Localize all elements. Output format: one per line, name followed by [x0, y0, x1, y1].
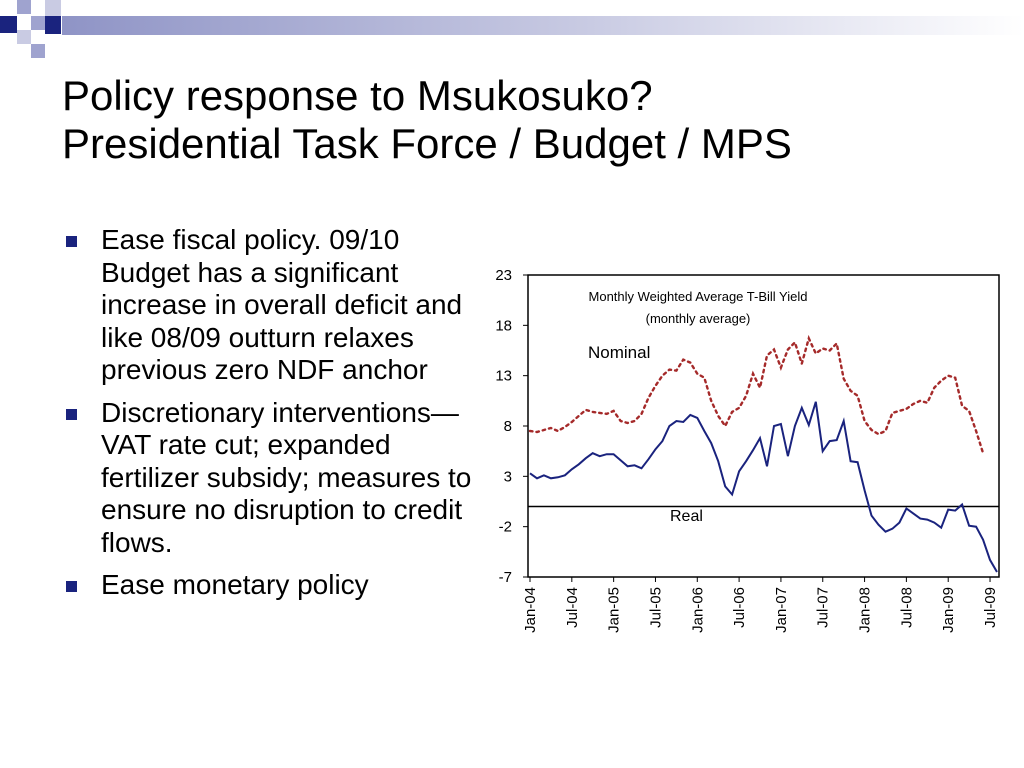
series-nominal-line: [528, 334, 985, 455]
bullet-list: Ease fiscal policy. 09/10 Budget has a s…: [64, 224, 484, 612]
x-axis: Jan-04 Jul-04 Jan-05 Jul-05 Jan-06 Jul-06 Jan-…: [522, 577, 999, 633]
plot-area: [527, 274, 1000, 578]
decorative-squares: [0, 0, 1024, 58]
y-tick-label: 13: [495, 368, 512, 385]
bullet-fiscal-policy: Ease fiscal policy. 09/10 Budget has a s…: [64, 224, 484, 387]
bullet-discretionary-interventions: Discretionary interventions—VAT rate cut…: [64, 397, 484, 560]
x-tick-label: Jan-04: [522, 587, 539, 633]
series-real-line: [529, 401, 998, 573]
chart-subtitle: (monthly average): [646, 311, 751, 326]
x-tick-label: Jul-05: [647, 587, 664, 628]
title-line-2: Presidential Task Force / Budget / MPS: [62, 120, 792, 167]
x-tick-label: Jan-06: [689, 587, 706, 633]
label-nominal: Nominal: [588, 343, 650, 362]
x-tick-label: Jan-05: [606, 587, 623, 633]
x-tick-label: Jul-07: [815, 587, 832, 628]
x-tick-label: Jan-07: [773, 587, 790, 633]
tbill-yield-chart: Monthly Weighted Average T-Bill Yield (m…: [495, 267, 1000, 633]
plot-lines: [528, 334, 999, 573]
label-real: Real: [670, 508, 703, 525]
x-tick-label: Jul-04: [564, 587, 581, 628]
bullet-monetary-policy: Ease monetary policy: [64, 569, 484, 602]
y-tick-label: 18: [495, 317, 512, 334]
y-tick-label: -2: [499, 519, 512, 536]
x-tick-label: Jul-06: [731, 587, 748, 628]
chart-title: Monthly Weighted Average T-Bill Yield: [589, 289, 808, 304]
title-line-1: Policy response to Msukosuko?: [62, 72, 653, 119]
x-tick-label: Jul-08: [898, 587, 915, 628]
y-tick-label: 8: [504, 418, 512, 435]
y-tick-label: -7: [499, 569, 512, 586]
x-tick-label: Jul-09: [982, 587, 999, 628]
x-tick-label: Jan-08: [857, 587, 874, 633]
y-axis: 23 18 13 8 3 -2 -7: [495, 267, 528, 586]
x-tick-label: Jan-09: [940, 587, 957, 633]
y-tick-label: 3: [504, 468, 512, 485]
y-tick-label: 23: [495, 267, 512, 284]
slide-title: Policy response to Msukosuko? Presidenti…: [62, 72, 1002, 168]
